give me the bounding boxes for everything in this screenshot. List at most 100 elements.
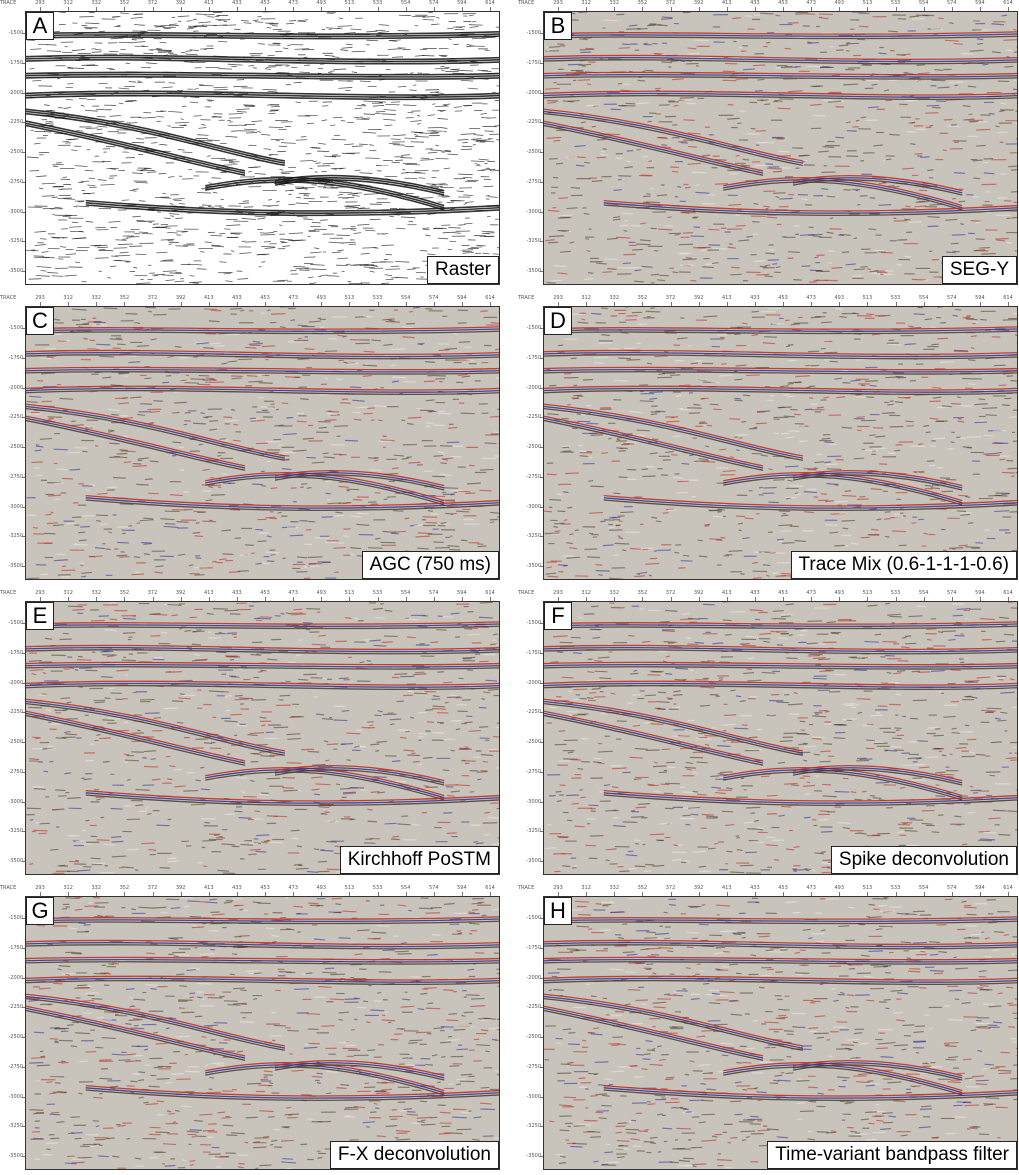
trace-tick-label: 372 <box>147 295 158 301</box>
seismic-panel: TRACE 293 312 332 352 372 392 413 433 453 473 493 51… <box>0 885 500 1170</box>
trace-tick-label: 293 <box>553 295 563 301</box>
trace-tick-label: 352 <box>119 0 130 6</box>
time-tick-mark <box>22 623 25 624</box>
trace-tick-label: 372 <box>147 0 158 6</box>
time-tick-label: -2250 <box>526 1004 541 1011</box>
trace-tick-mark <box>68 597 70 601</box>
trace-tick-label: 332 <box>609 295 620 301</box>
trace-tick-label: 554 <box>400 0 411 6</box>
time-tick-mark <box>22 447 25 448</box>
seismic-section-svg <box>26 602 499 874</box>
trace-tick-label: 413 <box>721 590 732 596</box>
seismic-section-svg <box>544 897 1017 1169</box>
trace-tick-mark <box>951 7 953 11</box>
trace-tick-mark <box>1008 7 1009 11</box>
seismic-panel: TRACE 293 312 332 352 372 392 413 433 453 473 493 51… <box>0 0 500 285</box>
time-tick-mark <box>22 211 25 213</box>
panel-letter: H <box>544 897 572 925</box>
panel-caption: Time-variant bandpass filter <box>767 1141 1017 1169</box>
time-tick-label: -1750 <box>526 944 541 951</box>
trace-tick-label: 614 <box>485 590 495 596</box>
trace-tick-mark <box>839 302 841 306</box>
trace-tick-label: 293 <box>35 885 45 891</box>
time-tick-mark <box>22 1066 25 1068</box>
time-tick-label: -3250 <box>526 533 541 540</box>
trace-tick-mark <box>124 597 126 601</box>
trace-tick-label: 594 <box>975 885 985 891</box>
time-tick-label: -1750 <box>8 944 23 951</box>
trace-tick-label: 453 <box>260 885 270 891</box>
time-axis: -1500 -1750 -2000 -2250 -2500 -2750 -3000 -3250… <box>518 306 543 580</box>
trace-tick-mark <box>726 7 728 11</box>
time-tick-label: -2500 <box>526 444 541 450</box>
trace-tick-mark <box>40 7 41 11</box>
trace-tick-label: 312 <box>581 885 591 891</box>
time-tick-mark <box>540 1066 543 1068</box>
trace-tick-mark <box>236 892 238 896</box>
time-axis: -1500 -1750 -2000 -2250 -2500 -2750 -3000 -3250… <box>0 601 25 875</box>
time-tick-mark <box>540 861 543 862</box>
time-tick-mark <box>540 682 543 684</box>
time-tick-mark <box>540 536 543 538</box>
trace-tick-mark <box>236 7 238 11</box>
trace-tick-mark <box>236 597 238 601</box>
trace-tick-label: 312 <box>63 885 73 891</box>
trace-tick-label: 413 <box>203 590 214 596</box>
trace-tick-mark <box>490 7 491 11</box>
time-tick-label: -3000 <box>526 798 541 805</box>
trace-tick-mark <box>96 892 98 896</box>
trace-axis: TRACE 293 312 332 352 372 392 413 433 453 473 493 51… <box>0 590 500 601</box>
trace-axis-label: TRACE <box>518 590 535 596</box>
trace-tick-mark <box>40 892 41 896</box>
trace-tick-mark <box>208 597 210 601</box>
time-tick-label: -1750 <box>8 354 23 361</box>
trace-tick-mark <box>895 7 897 11</box>
seismic-section-image: E Kirchhoff PoSTM <box>25 601 500 875</box>
trace-tick-mark <box>377 7 379 11</box>
trace-tick-label: 352 <box>119 590 130 596</box>
trace-tick-label: 392 <box>175 0 186 6</box>
trace-tick-label: 453 <box>260 590 270 596</box>
time-tick-mark <box>22 536 25 538</box>
time-tick-mark <box>22 152 25 153</box>
trace-tick-mark <box>754 597 756 601</box>
time-tick-label: -2500 <box>8 1034 23 1040</box>
time-tick-label: -3500 <box>8 268 23 274</box>
trace-tick-label: 332 <box>609 590 620 596</box>
time-tick-mark <box>22 33 25 34</box>
trace-tick-mark <box>265 7 266 11</box>
time-tick-mark <box>540 92 543 94</box>
trace-axis: TRACE 293 312 332 352 372 392 413 433 453 473 493 51… <box>518 590 1018 601</box>
trace-tick-label: 493 <box>316 590 327 596</box>
time-tick-label: -2750 <box>8 768 23 775</box>
trace-tick-mark <box>783 892 784 896</box>
trace-tick-mark <box>614 597 616 601</box>
trace-tick-label: 372 <box>147 885 158 891</box>
panel-letter: C <box>26 307 54 335</box>
trace-tick-mark <box>979 7 981 11</box>
trace-tick-label: 533 <box>890 295 901 301</box>
trace-tick-mark <box>490 302 491 306</box>
trace-tick-label: 513 <box>344 590 355 596</box>
trace-tick-mark <box>321 892 323 896</box>
trace-tick-mark <box>293 597 295 601</box>
trace-tick-mark <box>979 892 981 896</box>
trace-tick-label: 493 <box>316 0 327 6</box>
time-tick-mark <box>540 506 543 508</box>
trace-tick-mark <box>152 597 154 601</box>
seismic-section-svg <box>544 602 1017 874</box>
time-tick-label: -2000 <box>526 89 541 96</box>
panel-caption: Spike deconvolution <box>830 846 1017 874</box>
time-tick-mark <box>540 181 543 183</box>
seismic-section-image: A Raster <box>25 11 500 285</box>
time-tick-mark <box>540 801 543 803</box>
trace-axis-label: TRACE <box>518 0 535 6</box>
trace-tick-mark <box>433 7 435 11</box>
time-tick-label: -2500 <box>8 739 23 745</box>
trace-tick-mark <box>124 302 126 306</box>
trace-tick-mark <box>979 597 981 601</box>
trace-tick-label: 312 <box>581 590 591 596</box>
trace-tick-label: 413 <box>203 295 214 301</box>
trace-tick-label: 533 <box>372 590 383 596</box>
trace-tick-mark <box>461 597 463 601</box>
